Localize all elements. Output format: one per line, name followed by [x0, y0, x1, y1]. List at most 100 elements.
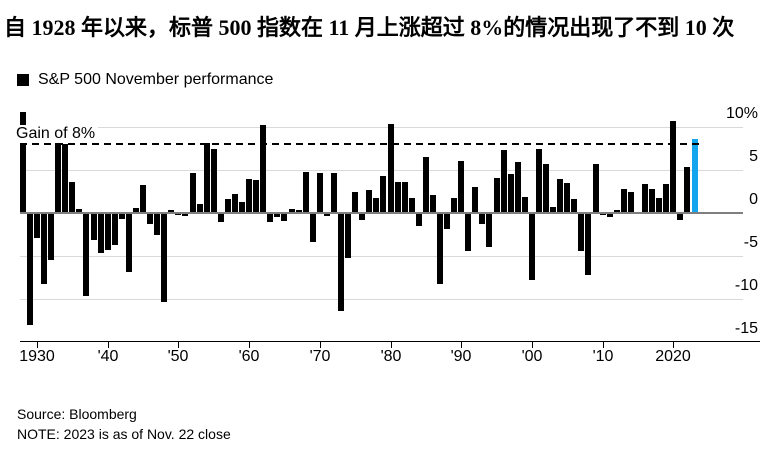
bar-1950 [175, 213, 181, 215]
bar-2009 [593, 164, 599, 213]
bar-1973 [338, 213, 344, 311]
bar-1934 [62, 144, 68, 213]
bar-1933 [55, 129, 61, 213]
bar-2020 [670, 121, 676, 213]
gridline-10 [20, 127, 743, 128]
bar-1983 [409, 198, 415, 213]
bar-2001 [536, 149, 542, 214]
bar-1981 [395, 182, 401, 213]
bar-2012 [614, 210, 620, 213]
x-tick-label-1970: '70 [309, 348, 331, 365]
bar-1992 [472, 187, 478, 213]
bar-1967 [296, 210, 302, 213]
bar-1980 [388, 124, 394, 213]
bar-1974 [345, 213, 351, 258]
bar-1944 [133, 208, 139, 213]
x-tick-label-2000: '00 [521, 348, 543, 365]
bar-1945 [140, 185, 146, 213]
bar-2000 [529, 213, 535, 280]
bar-1968 [303, 172, 309, 213]
bar-1965 [281, 213, 287, 221]
bar-1939 [98, 213, 104, 253]
bar-1961 [253, 180, 259, 213]
legend-label: S&P 500 November performance [38, 71, 274, 88]
y-tick-label--10: -10 [734, 277, 758, 294]
bar-1988 [444, 213, 450, 229]
x-axis-line [20, 341, 760, 342]
x-tick-1930 [37, 342, 38, 348]
bar-1986 [430, 195, 436, 213]
x-tick-1970 [320, 342, 321, 348]
bar-1964 [274, 213, 280, 217]
bar-1952 [190, 173, 196, 213]
bar-2004 [557, 179, 563, 213]
bar-1999 [522, 197, 528, 213]
bar-2017 [649, 189, 655, 213]
bar-1978 [373, 198, 379, 213]
x-tick-label-1990: '90 [450, 348, 472, 365]
x-tick-label-2010: '10 [592, 348, 614, 365]
x-tick-2020 [673, 342, 674, 348]
source-text: Source: Bloomberg [17, 406, 137, 422]
bar-2008 [585, 213, 591, 275]
bar-1936 [76, 209, 82, 213]
x-tick-label-1950: '50 [167, 348, 189, 365]
x-tick-2010 [603, 342, 604, 348]
x-tick-label-1930: 1930 [19, 348, 55, 365]
note-text: NOTE: 2023 is as of Nov. 22 close [17, 426, 231, 442]
bar-1990 [458, 161, 464, 213]
bar-1929 [27, 213, 33, 325]
footer: Source: Bloomberg NOTE: 2023 is as of No… [17, 404, 231, 444]
bar-1970 [317, 173, 323, 213]
bar-2011 [607, 213, 613, 217]
bar-1960 [246, 179, 252, 213]
gain-8pct-dashed-line [20, 143, 700, 145]
gridline-5 [20, 170, 743, 171]
bar-1982 [402, 182, 408, 213]
bar-2003 [550, 207, 556, 213]
bar-1955 [211, 149, 217, 213]
x-tick-1980 [391, 342, 392, 348]
bar-2016 [642, 184, 648, 213]
bar-1928 [20, 112, 26, 213]
bar-1977 [366, 190, 372, 213]
legend-swatch-icon [17, 74, 29, 86]
bar-2022 [684, 167, 690, 213]
x-tick-1990 [461, 342, 462, 348]
x-tick-1940 [108, 342, 109, 348]
bar-2006 [571, 199, 577, 213]
bar-2019 [663, 184, 669, 213]
bar-1942 [119, 213, 125, 219]
bar-1930 [34, 213, 40, 238]
bar-1993 [479, 213, 485, 224]
bar-1956 [218, 213, 224, 222]
bar-1954 [204, 143, 210, 213]
bar-2010 [600, 213, 606, 215]
y-tick-label-5: 5 [749, 148, 758, 165]
bar-1975 [352, 192, 358, 214]
y-tick-label-0: 0 [749, 191, 758, 208]
bar-1963 [267, 213, 273, 222]
x-tick-1960 [249, 342, 250, 348]
bar-1932 [48, 213, 54, 260]
bar-1953 [197, 204, 203, 213]
bar-2002 [543, 164, 549, 213]
y-tick-label--15: -15 [734, 320, 758, 337]
bar-1937 [83, 213, 89, 296]
bar-1984 [416, 213, 422, 226]
bar-1995 [494, 178, 500, 213]
bar-1938 [91, 213, 97, 240]
bar-1958 [232, 194, 238, 213]
bar-2005 [564, 183, 570, 213]
page-title: 自 1928 年以来，标普 500 指数在 11 月上涨超过 8%的情况出现了不… [4, 15, 735, 40]
bar-1998 [515, 162, 521, 213]
bar-1971 [324, 213, 330, 216]
bar-1969 [310, 213, 316, 242]
bar-1976 [359, 213, 365, 220]
x-tick-2000 [532, 342, 533, 348]
zero-baseline [20, 212, 743, 214]
gridline--5 [20, 256, 743, 257]
bar-1931 [41, 213, 47, 284]
bar-1972 [331, 173, 337, 213]
